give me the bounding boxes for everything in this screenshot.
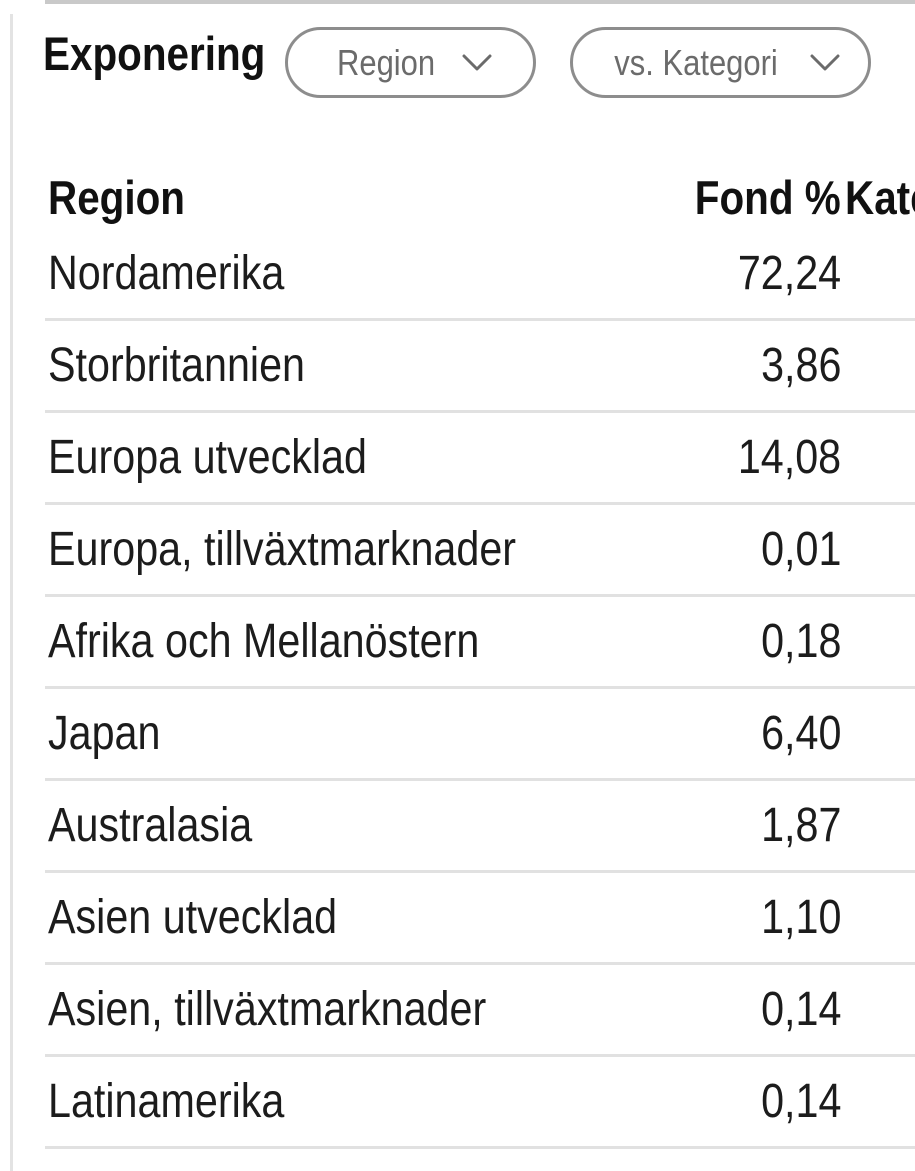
chevron-down-icon [462, 54, 492, 71]
category-percent-cell [841, 689, 915, 778]
region-cell: Nordamerika [48, 247, 285, 300]
category-percent-cell [841, 505, 915, 594]
category-percent-cell [841, 229, 915, 318]
region-cell: Asien utvecklad [48, 891, 338, 944]
fund-percent-cell: 0,18 [760, 615, 841, 668]
vs-category-filter-label: vs. Kategori [614, 41, 779, 83]
table-row: Japan 6,40 [45, 689, 915, 781]
table-row: Australasia 1,87 [45, 781, 915, 873]
region-filter-button[interactable]: Region [285, 27, 536, 98]
page-title: Exponering [43, 19, 302, 89]
fund-percent-cell: 3,86 [760, 339, 841, 392]
fund-percent-cell: 0,14 [760, 983, 841, 1036]
region-cell: Storbritannien [48, 339, 306, 392]
region-cell: Australasia [48, 799, 253, 852]
region-cell: Europa, tillväxtmarknader [48, 523, 517, 576]
column-header-fund-percent: Fond % [695, 171, 841, 224]
page-title-label: Exponering [43, 27, 266, 80]
table-row: Afrika och Mellanöstern 0,18 [45, 597, 915, 689]
fund-percent-cell: 0,01 [760, 523, 841, 576]
column-header-region: Region [48, 171, 185, 224]
region-cell: Afrika och Mellanöstern [48, 615, 480, 668]
region-cell: Europa utvecklad [48, 431, 367, 484]
left-divider-rule [10, 14, 13, 1171]
table-row: Nordamerika 72,24 [45, 229, 915, 321]
fund-percent-cell: 1,87 [760, 799, 841, 852]
category-percent-cell [841, 873, 915, 962]
table-row: Europa utvecklad 14,08 [45, 413, 915, 505]
region-cell: Latinamerika [48, 1075, 285, 1128]
fund-percent-cell: 6,40 [760, 707, 841, 760]
category-percent-cell [841, 413, 915, 502]
category-percent-cell [841, 1057, 915, 1146]
table-row: Latinamerika 0,14 [45, 1057, 915, 1149]
region-cell: Japan [48, 707, 161, 760]
region-cell: Asien, tillväxtmarknader [48, 983, 487, 1036]
chevron-down-icon [810, 54, 840, 71]
region-filter-label: Region [337, 41, 436, 83]
category-percent-cell [841, 597, 915, 686]
table-row: Europa, tillväxtmarknader 0,01 [45, 505, 915, 597]
fund-percent-cell: 0,14 [760, 1075, 841, 1128]
fund-percent-cell: 1,10 [760, 891, 841, 944]
fund-percent-cell: 72,24 [737, 247, 841, 300]
category-percent-cell [841, 321, 915, 410]
fund-percent-cell: 14,08 [737, 431, 841, 484]
exposure-table-scroll-area[interactable]: Region Fond % Kategori % Nordamerika 72,… [45, 167, 915, 1171]
table-row: Storbritannien 3,86 [45, 321, 915, 413]
category-percent-cell [841, 965, 915, 1054]
table-header-row: Region Fond % Kategori % [45, 167, 915, 229]
vs-category-filter-button[interactable]: vs. Kategori [570, 27, 871, 98]
column-header-category-percent: Kategori % [845, 171, 915, 224]
table-row: Asien utvecklad 1,10 [45, 873, 915, 965]
top-divider-rule [45, 0, 915, 4]
category-percent-cell [841, 781, 915, 870]
table-row: Asien, tillväxtmarknader 0,14 [45, 965, 915, 1057]
